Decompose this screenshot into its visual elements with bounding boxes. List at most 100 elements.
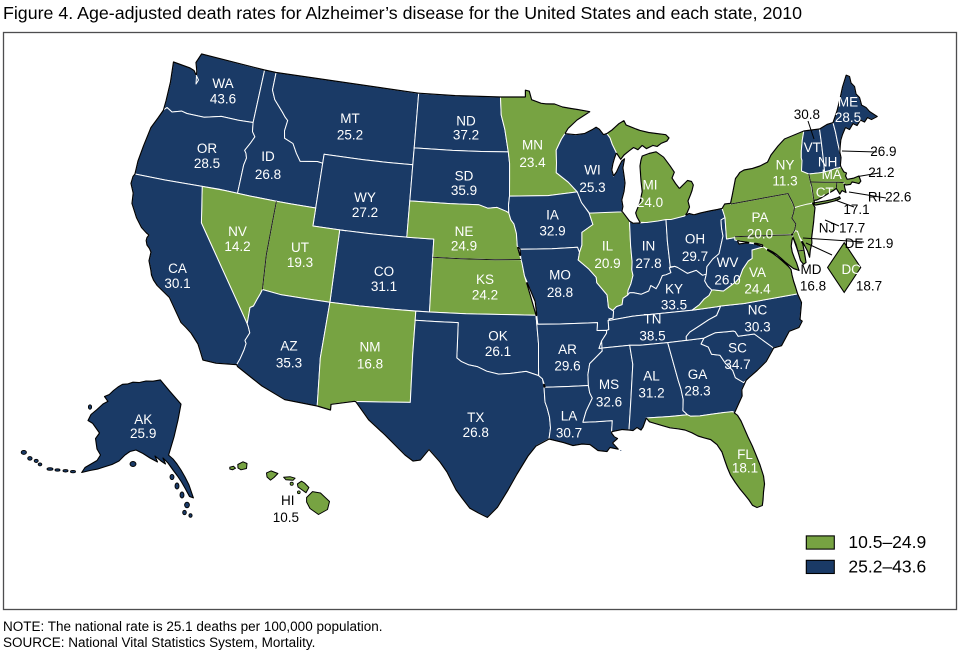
svg-text:18.7: 18.7	[856, 279, 882, 294]
svg-text:MT: MT	[340, 111, 360, 126]
svg-text:32.6: 32.6	[596, 395, 622, 410]
svg-text:21.2: 21.2	[868, 165, 894, 180]
svg-text:27.2: 27.2	[352, 205, 378, 220]
svg-text:NE: NE	[455, 224, 474, 239]
svg-text:NC: NC	[748, 303, 768, 318]
svg-text:30.1: 30.1	[164, 276, 190, 291]
svg-text:20.9: 20.9	[594, 256, 620, 271]
svg-text:11.3: 11.3	[772, 174, 797, 189]
svg-text:WV: WV	[717, 255, 739, 270]
svg-text:IA: IA	[546, 208, 559, 223]
svg-text:25.3: 25.3	[579, 180, 605, 195]
svg-text:AZ: AZ	[280, 339, 297, 354]
svg-text:VA: VA	[749, 265, 766, 280]
svg-text:AL: AL	[643, 369, 660, 384]
svg-text:NV: NV	[228, 224, 247, 239]
svg-text:24.0: 24.0	[637, 195, 663, 210]
svg-text:26.9: 26.9	[870, 144, 896, 159]
svg-text:17.1: 17.1	[843, 202, 869, 217]
svg-text:PA: PA	[751, 210, 768, 225]
svg-text:DE 21.9: DE 21.9	[845, 236, 894, 251]
svg-text:33.5: 33.5	[661, 298, 687, 313]
svg-text:OH: OH	[685, 232, 705, 247]
svg-text:37.2: 37.2	[453, 128, 479, 143]
svg-text:IN: IN	[642, 239, 656, 254]
svg-text:TN: TN	[644, 312, 662, 327]
svg-text:16.8: 16.8	[357, 357, 383, 372]
svg-text:HI: HI	[281, 493, 295, 508]
svg-text:26.8: 26.8	[255, 167, 281, 182]
svg-text:AR: AR	[558, 342, 577, 357]
svg-text:ND: ND	[456, 114, 476, 129]
svg-text:28.3: 28.3	[684, 384, 710, 399]
svg-text:MA: MA	[822, 167, 842, 182]
svg-text:MI: MI	[643, 178, 658, 193]
svg-text:OR: OR	[197, 141, 218, 156]
svg-text:35.3: 35.3	[276, 356, 302, 371]
svg-text:38.5: 38.5	[639, 329, 665, 344]
svg-text:FL: FL	[737, 447, 753, 462]
svg-text:SC: SC	[728, 341, 747, 356]
svg-text:25.2: 25.2	[337, 128, 363, 143]
svg-text:16.8: 16.8	[800, 279, 826, 294]
svg-text:CO: CO	[374, 264, 394, 279]
svg-text:KY: KY	[665, 282, 683, 297]
svg-text:34.7: 34.7	[724, 357, 750, 372]
svg-text:25.9: 25.9	[130, 426, 156, 441]
svg-text:AK: AK	[134, 412, 152, 427]
svg-text:MN: MN	[522, 138, 543, 153]
svg-text:WY: WY	[354, 190, 376, 205]
svg-text:LA: LA	[561, 409, 578, 424]
svg-text:28.5: 28.5	[835, 110, 861, 125]
svg-text:UT: UT	[291, 240, 309, 255]
svg-text:MD: MD	[801, 262, 822, 277]
svg-text:CT: CT	[816, 185, 834, 200]
svg-text:IL: IL	[602, 239, 614, 254]
svg-text:ME: ME	[838, 95, 858, 110]
svg-text:30.3: 30.3	[744, 320, 770, 335]
svg-text:30.7: 30.7	[556, 426, 582, 441]
svg-text:30.8: 30.8	[794, 107, 820, 122]
svg-text:26.1: 26.1	[485, 344, 511, 359]
svg-text:31.1: 31.1	[371, 279, 397, 294]
svg-text:WI: WI	[584, 163, 601, 178]
svg-text:26.8: 26.8	[463, 425, 489, 440]
svg-text:KS: KS	[476, 272, 494, 287]
svg-text:43.6: 43.6	[210, 92, 236, 107]
svg-text:DC: DC	[841, 262, 861, 277]
svg-text:28.8: 28.8	[547, 285, 573, 300]
svg-text:CA: CA	[168, 261, 187, 276]
svg-text:OK: OK	[488, 329, 508, 344]
svg-text:25.2–43.6: 25.2–43.6	[848, 556, 926, 576]
svg-text:35.9: 35.9	[451, 183, 477, 198]
svg-text:10.5–24.9: 10.5–24.9	[848, 532, 926, 552]
svg-text:NJ 17.7: NJ 17.7	[819, 221, 866, 236]
svg-text:14.2: 14.2	[224, 239, 250, 254]
svg-text:WA: WA	[212, 76, 233, 91]
svg-text:31.2: 31.2	[638, 386, 664, 401]
svg-text:20.0: 20.0	[747, 227, 773, 242]
svg-text:24.9: 24.9	[451, 239, 477, 254]
svg-text:24.4: 24.4	[744, 282, 771, 297]
svg-text:32.9: 32.9	[539, 224, 565, 239]
svg-text:27.8: 27.8	[635, 256, 661, 271]
svg-text:RI 22.6: RI 22.6	[868, 190, 912, 205]
svg-text:GA: GA	[688, 367, 708, 382]
svg-text:ID: ID	[261, 149, 275, 164]
svg-text:MO: MO	[549, 268, 571, 283]
svg-text:TX: TX	[467, 410, 484, 425]
svg-text:SD: SD	[455, 169, 474, 184]
svg-text:19.3: 19.3	[287, 255, 313, 270]
svg-text:28.5: 28.5	[194, 156, 220, 171]
svg-text:24.2: 24.2	[472, 288, 498, 303]
svg-text:18.1: 18.1	[732, 461, 758, 476]
svg-text:VT: VT	[804, 140, 821, 155]
svg-text:26.0: 26.0	[714, 273, 740, 288]
svg-text:23.4: 23.4	[519, 155, 546, 170]
svg-text:10.5: 10.5	[273, 510, 299, 525]
svg-text:29.7: 29.7	[682, 249, 708, 264]
svg-text:29.6: 29.6	[554, 359, 580, 374]
svg-text:MS: MS	[599, 377, 619, 392]
svg-text:NH: NH	[818, 155, 838, 170]
svg-text:NM: NM	[360, 340, 381, 355]
